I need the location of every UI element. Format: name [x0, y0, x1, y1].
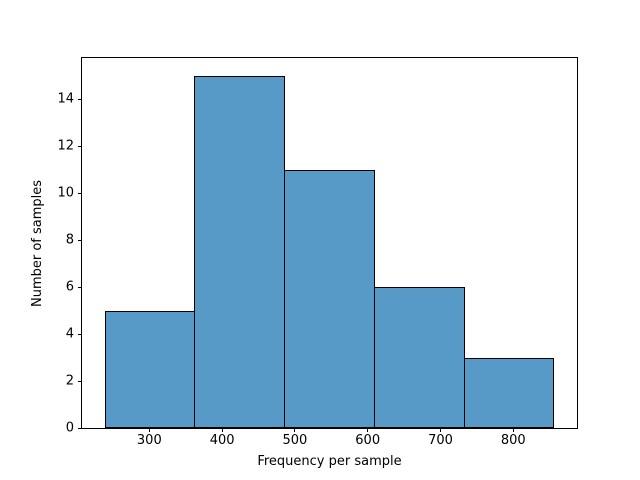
y-tick-label: 4 [65, 326, 74, 342]
histogram-bar [463, 357, 555, 428]
y-tick-label: 8 [65, 232, 74, 248]
bars-container [82, 58, 577, 428]
x-axis-label: Frequency per sample [257, 454, 402, 469]
y-tick-mark [78, 192, 82, 194]
y-tick-label: 10 [57, 185, 74, 201]
histogram-bar [193, 75, 285, 428]
x-tick-label: 600 [355, 433, 381, 448]
x-tick-label: 700 [428, 433, 453, 448]
x-tick-mark [148, 428, 150, 432]
y-tick-label: 2 [65, 373, 74, 389]
y-tick-mark [78, 286, 82, 288]
y-tick-mark [78, 145, 82, 147]
y-tick-mark [78, 98, 82, 100]
x-tick-mark [512, 428, 514, 432]
x-tick-label: 500 [282, 433, 308, 448]
x-tick-mark [367, 428, 369, 432]
plot-area: 300 400 500 600 700 800 0 2 4 6 8 10 12 14 [57, 57, 578, 448]
y-tick-label: 12 [57, 138, 74, 154]
y-axis-label: Number of samples [30, 179, 45, 307]
y-tick-mark [78, 380, 82, 382]
x-tick-label: 300 [136, 433, 162, 448]
x-tick-label: 400 [209, 433, 235, 448]
histogram-bar [283, 169, 375, 428]
y-tick-label: 0 [65, 420, 74, 436]
y-tick-label: 6 [65, 279, 74, 295]
y-tick-mark [78, 427, 82, 429]
y-tick-mark [78, 239, 82, 241]
x-axis-ticks: 300 400 500 600 700 800 [82, 58, 577, 448]
x-tick-mark [440, 428, 441, 432]
y-tick-mark [78, 333, 82, 335]
x-tick-mark [294, 428, 296, 432]
y-tick-label: 14 [57, 91, 74, 107]
x-tick-label: 800 [500, 433, 526, 448]
x-tick-mark [221, 428, 223, 432]
y-axis-ticks: 0 2 4 6 8 10 12 14 [57, 58, 577, 436]
histogram-bar [104, 310, 195, 428]
